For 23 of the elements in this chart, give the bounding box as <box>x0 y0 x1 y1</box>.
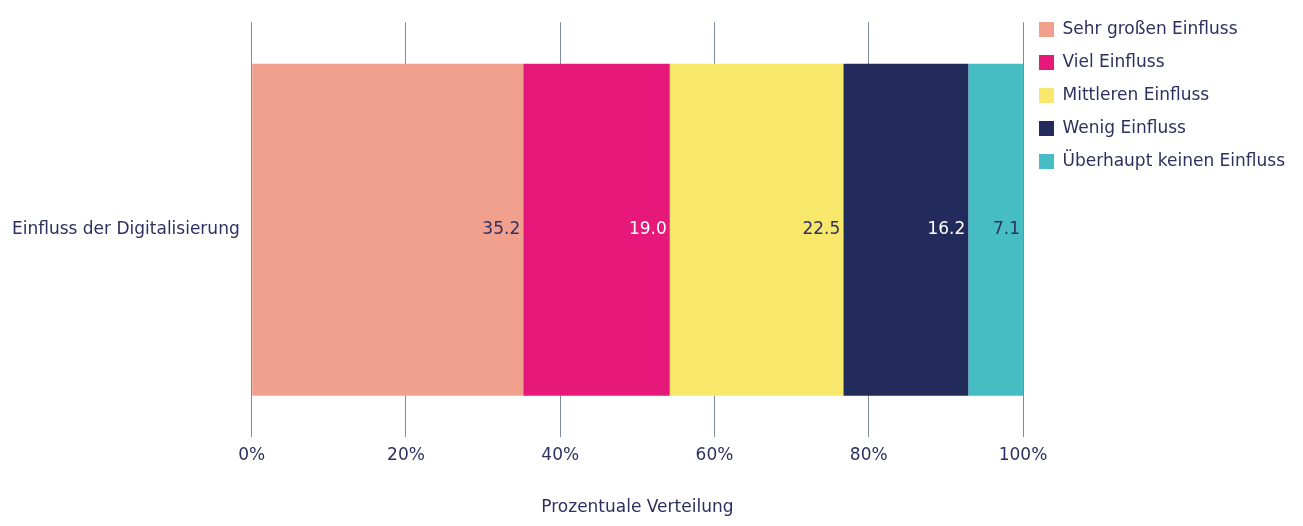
y-tick-label: Einfluss der Digitalisierung <box>11 218 240 239</box>
legend-label: Überhaupt keinen Einfluss <box>1062 148 1286 170</box>
data-label: 16.2 <box>927 218 966 239</box>
bar <box>843 63 969 396</box>
bar <box>669 63 844 396</box>
bar <box>252 63 524 396</box>
legend-label: Wenig Einfluss <box>1062 116 1187 137</box>
x-tick-label: 100% <box>998 443 1048 464</box>
legend-label: Viel Einfluss <box>1062 50 1165 71</box>
x-tick-label: 20% <box>387 443 425 464</box>
x-tick-label: 60% <box>695 443 734 464</box>
legend-label: Sehr großen Einfluss <box>1062 17 1238 38</box>
legend-label: Mittleren Einfluss <box>1062 83 1210 104</box>
bar <box>968 63 1024 396</box>
data-label: 7.1 <box>992 218 1021 239</box>
x-tick-label: 80% <box>849 443 888 464</box>
data-label: 22.5 <box>802 218 841 239</box>
bar <box>523 63 670 396</box>
data-label: 19.0 <box>628 218 667 239</box>
data-label: 35.2 <box>482 218 521 239</box>
x-tick-label: 40% <box>541 443 580 464</box>
x-tick-label: 0% <box>238 443 266 464</box>
x-axis-title: Prozentuale Verteilung <box>541 496 734 517</box>
